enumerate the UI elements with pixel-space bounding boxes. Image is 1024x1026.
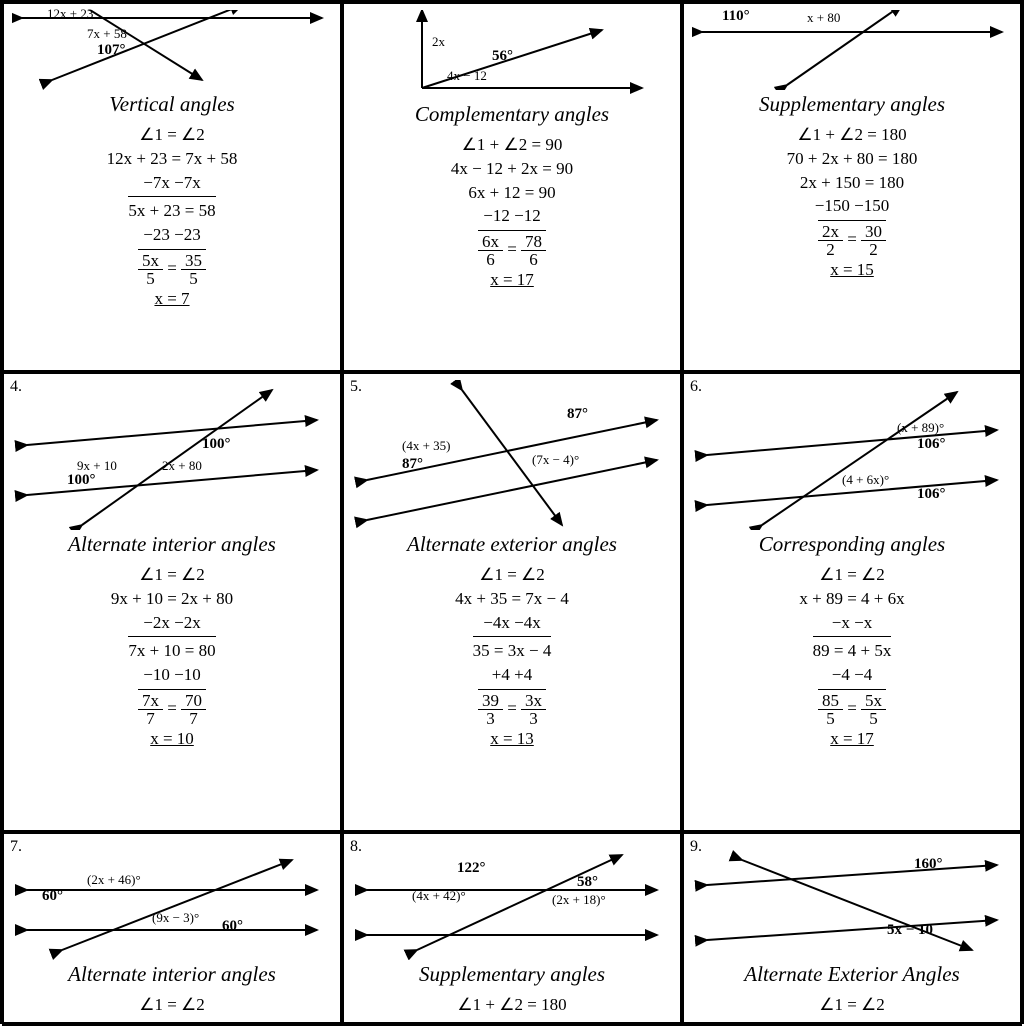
angle-type: Alternate interior angles (12, 532, 332, 557)
diagram-5 (352, 380, 672, 530)
lbl: 2x (432, 34, 445, 50)
lbl: 107° (97, 42, 126, 59)
angle-type: Corresponding angles (692, 532, 1012, 557)
lbl: (9x − 3)° (152, 910, 199, 926)
work-5: ∠1 = ∠24x + 35 = 7x − 4−4x −4x35 = 3x − … (352, 563, 672, 751)
lbl: 122° (457, 860, 486, 877)
work-9: ∠1 = ∠25x − 10 = 160 (692, 993, 1012, 1026)
cell-9: 9. 160° 5x − 10 Alternate Exterior Angle… (682, 832, 1022, 1026)
lbl: (4x + 42)° (412, 888, 466, 904)
cell-6: 6. (x + 89)° 106° (4 + 6x)° 106° Corresp… (682, 372, 1022, 832)
lbl: 58° (577, 874, 598, 891)
lbl: 60° (42, 888, 63, 905)
angle-type: Supplementary angles (692, 92, 1012, 117)
work-7: ∠1 = ∠22x + 46 = 9x − 3 (12, 993, 332, 1026)
lbl: (2x + 46)° (87, 872, 141, 888)
diagram-6 (692, 380, 1012, 530)
lbl: 160° (914, 856, 943, 873)
work-4: ∠1 = ∠29x + 10 = 2x + 80−2x −2x7x + 10 =… (12, 563, 332, 751)
lbl: (7x − 4)° (532, 452, 579, 468)
lbl: 5x − 10 (887, 922, 933, 939)
cell-8: 8. 122° 58° (4x + 42)° (2x + 18)° Supple… (342, 832, 682, 1026)
lbl: 12x + 23 (47, 6, 93, 22)
lbl: 100° (202, 436, 231, 453)
lbl: 60° (222, 918, 243, 935)
lbl: (x + 89)° (897, 420, 944, 436)
lbl: (2x + 18)° (552, 892, 606, 908)
angle-type: Supplementary angles (352, 962, 672, 987)
angle-type: Vertical angles (12, 92, 332, 117)
lbl: 87° (402, 456, 423, 473)
cell-3: 110° x + 80 Supplementary angles ∠1 + ∠2… (682, 2, 1022, 372)
lbl: 110° (722, 8, 750, 25)
work-8: ∠1 + ∠2 = 1804x + 42 + 2x + 18 = 180 (352, 993, 672, 1026)
work-6: ∠1 = ∠2x + 89 = 4 + 6x−x −x89 = 4 + 5x−4… (692, 563, 1012, 751)
angle-type: Alternate exterior angles (352, 532, 672, 557)
lbl: 4x − 12 (447, 68, 487, 84)
work-3: ∠1 + ∠2 = 18070 + 2x + 80 = 1802x + 150 … (692, 123, 1012, 282)
diagram-9 (692, 840, 1012, 960)
lbl: (4x + 35) (402, 438, 451, 454)
diagram-1 (12, 10, 332, 90)
lbl: 87° (567, 406, 588, 423)
cell-2: 2x 56° 4x − 12 Complementary angles ∠1 +… (342, 2, 682, 372)
worksheet-grid: 12x + 23 7x + 58 107° Vertical angles ∠1… (0, 0, 1024, 1024)
work-2: ∠1 + ∠2 = 904x − 12 + 2x = 906x + 12 = 9… (352, 133, 672, 292)
cell-5: 5. (4x + 35) 87° 87° (7x − 4)° Alternate… (342, 372, 682, 832)
cell-4: 4. 9x + 10 100° 100° 2x + 80 Alternate i… (2, 372, 342, 832)
angle-type: Alternate Exterior Angles (692, 962, 1012, 987)
lbl: 106° (917, 486, 946, 503)
diagram-8 (352, 840, 672, 960)
lbl: 2x + 80 (162, 458, 202, 474)
lbl: 100° (67, 472, 96, 489)
cell-7: 7. (2x + 46)° 60° (9x − 3)° 60° Alternat… (2, 832, 342, 1026)
angle-type: Alternate interior angles (12, 962, 332, 987)
lbl: x + 80 (807, 10, 840, 26)
cell-1: 12x + 23 7x + 58 107° Vertical angles ∠1… (2, 2, 342, 372)
work-1: ∠1 = ∠212x + 23 = 7x + 58−7x −7x5x + 23 … (12, 123, 332, 311)
lbl: (4 + 6x)° (842, 472, 889, 488)
lbl: 7x + 58 (87, 26, 127, 42)
diagram-4 (12, 380, 332, 530)
angle-type: Complementary angles (352, 102, 672, 127)
lbl: 56° (492, 48, 513, 65)
lbl: 106° (917, 436, 946, 453)
